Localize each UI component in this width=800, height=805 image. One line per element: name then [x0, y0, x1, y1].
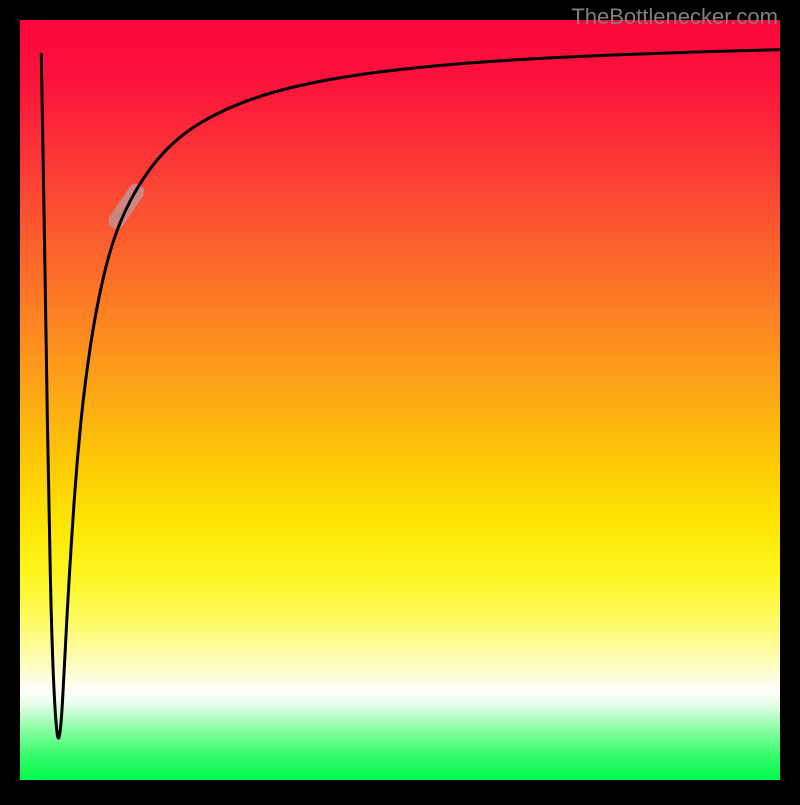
- watermark-label: TheBottlenecker.com: [571, 4, 778, 30]
- chart-root: [0, 0, 800, 800]
- plot-background: [20, 20, 780, 780]
- chart-svg: [0, 0, 800, 800]
